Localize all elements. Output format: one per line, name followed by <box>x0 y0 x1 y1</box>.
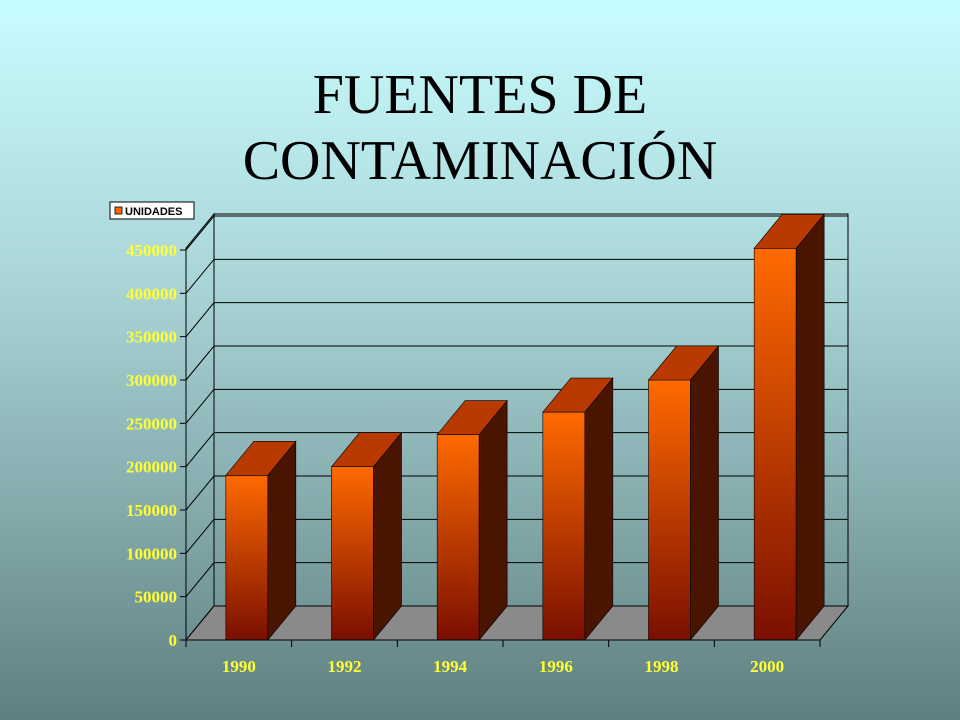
x-tick-label: 1996 <box>539 657 573 676</box>
bar-front <box>331 466 374 641</box>
gridline <box>185 215 848 251</box>
gridline <box>185 518 848 554</box>
bar-2000 <box>753 213 825 641</box>
bar-top <box>225 441 297 476</box>
gridline <box>185 432 848 467</box>
x-tick-label: 1998 <box>645 657 679 676</box>
bar-front <box>225 475 269 641</box>
gridline <box>185 302 848 337</box>
bar-front <box>436 434 480 641</box>
bar-1990 <box>225 440 297 641</box>
y-tick-label: 250000 <box>126 414 177 433</box>
gridline <box>185 388 848 424</box>
bar-side <box>373 431 402 641</box>
bar-front <box>753 247 797 641</box>
y-tick-label: 50000 <box>135 588 178 607</box>
bar-1998 <box>647 345 720 641</box>
bar-1994 <box>436 399 508 641</box>
slide-title-line-2: CONTAMINACIÓN <box>242 130 718 192</box>
slide-title: FUENTES DE CONTAMINACIÓN <box>0 62 960 194</box>
y-tick-label: 450000 <box>126 241 177 260</box>
gridline <box>185 345 848 381</box>
bar-side <box>795 213 825 641</box>
legend: UNIDADES <box>109 201 195 220</box>
chart-gridlines <box>185 215 848 597</box>
chart-bars <box>225 213 825 641</box>
bar-top <box>330 432 403 467</box>
back-wall <box>213 213 849 607</box>
y-tick-label: 200000 <box>126 458 177 477</box>
y-tick-label: 350000 <box>126 328 177 347</box>
y-tick-label: 0 <box>169 631 178 650</box>
y-tick-label: 150000 <box>126 501 177 520</box>
bar-1996 <box>542 377 614 641</box>
bar-side <box>690 345 719 641</box>
bar-front <box>648 379 691 641</box>
x-tick-label: 2000 <box>750 657 784 676</box>
y-axis: 0 50000 100000 150000 200000 250000 300000 3500… <box>126 241 187 650</box>
y-tick-label: 100000 <box>126 544 177 563</box>
bar-side <box>267 440 297 641</box>
bar-front <box>542 411 586 641</box>
legend-box <box>109 201 195 220</box>
bar-top <box>436 400 508 435</box>
x-tick-label: 1994 <box>433 657 468 676</box>
legend-label: UNIDADES <box>125 206 182 218</box>
slide-title-line-1: FUENTES DE <box>312 64 648 126</box>
bar-1992 <box>330 431 403 641</box>
bar-top <box>542 377 614 413</box>
bar-top <box>753 213 825 249</box>
x-axis: 1990 1992 1994 1996 1998 2000 <box>185 639 821 676</box>
gridline <box>185 258 848 294</box>
y-tick-label: 400000 <box>126 284 177 303</box>
x-tick-label: 1990 <box>222 657 256 676</box>
bar-side <box>584 377 614 641</box>
legend-swatch <box>114 206 123 215</box>
y-tick-label: 300000 <box>126 371 177 390</box>
side-wall <box>185 212 215 642</box>
x-tick-label: 1992 <box>328 657 362 676</box>
bar-top <box>647 345 720 381</box>
gridline <box>185 475 848 511</box>
bar-side <box>478 399 508 641</box>
gridline <box>185 562 848 597</box>
